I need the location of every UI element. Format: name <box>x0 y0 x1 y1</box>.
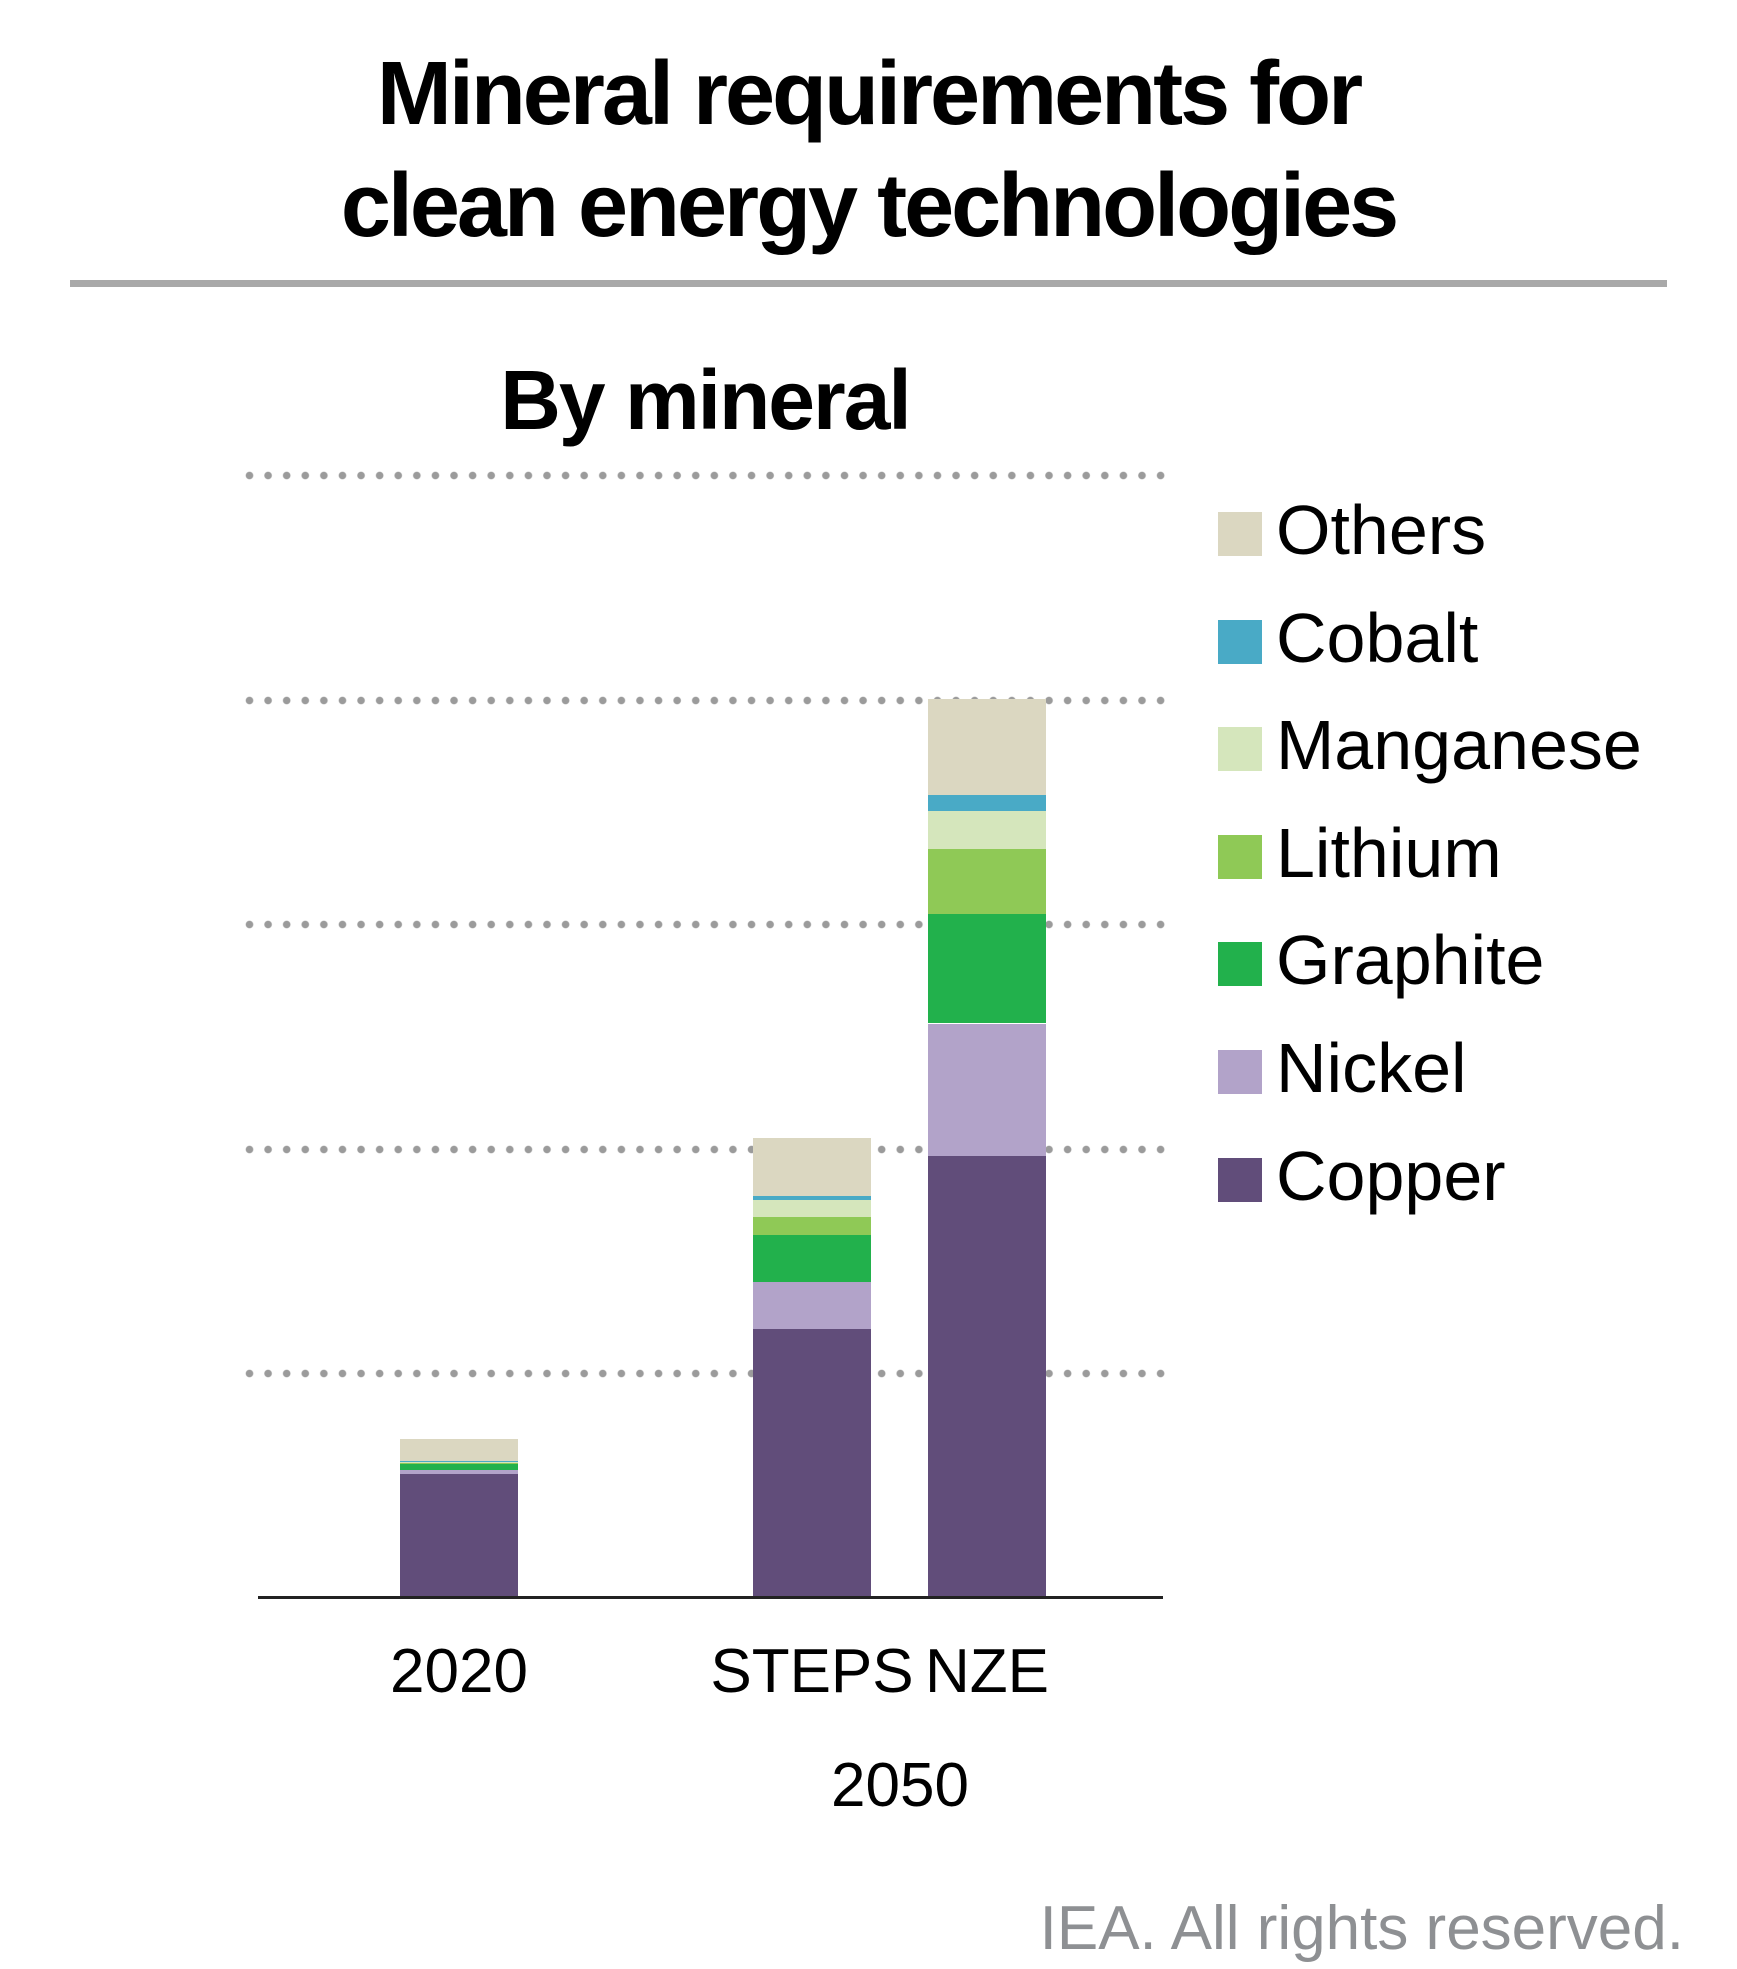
bar-segment-copper <box>400 1473 518 1598</box>
figure-title-line1: Mineral requirements for <box>376 44 1363 144</box>
legend-label: Manganese <box>1276 706 1642 785</box>
legend-label: Nickel <box>1276 1029 1467 1107</box>
legend-label: Cobalt <box>1276 598 1479 677</box>
legend-swatch-nickel <box>1218 1050 1262 1094</box>
gridline <box>245 471 1165 480</box>
x-axis-group-label-2050: 2050 <box>831 1751 969 1820</box>
legend-item-nickel: Nickel <box>1218 1033 1467 1158</box>
figure-title-line2: clean energy technologies <box>340 156 1399 256</box>
x-axis-line <box>258 1596 1163 1599</box>
bar-segment-others <box>928 698 1046 795</box>
x-axis-label-steps: STEPS <box>710 1637 914 1706</box>
bar-segment-others <box>753 1138 871 1196</box>
bar-segment-lithium <box>928 849 1046 915</box>
x-axis-label-2020: 2020 <box>390 1637 528 1706</box>
bar-segment-cobalt <box>928 794 1046 811</box>
legend-swatch-manganese <box>1218 727 1262 772</box>
bar-segment-nickel <box>928 1023 1046 1156</box>
legend-item-others: Others <box>1218 495 1486 620</box>
gridline <box>245 920 1165 929</box>
x-axis-label-nze: NZE <box>925 1637 1049 1706</box>
gridline <box>245 1369 1165 1378</box>
bar-segment-graphite <box>928 914 1046 1024</box>
bar-segment-cobalt <box>753 1195 871 1200</box>
figure-title: Mineral requirements for clean energy te… <box>0 38 1737 262</box>
legend-swatch-cobalt <box>1218 619 1262 664</box>
bar-segment-manganese <box>753 1199 871 1217</box>
legend-label: Lithium <box>1276 813 1502 892</box>
title-divider <box>70 280 1667 287</box>
bar-segment-lithium <box>753 1216 871 1236</box>
bar-segment-others <box>400 1439 518 1461</box>
bar-segment-copper <box>928 1155 1046 1598</box>
copyright-credit: IEA. All rights reserved. <box>1039 1894 1684 1963</box>
legend-label: Copper <box>1276 1136 1506 1215</box>
legend-item-cobalt: Cobalt <box>1218 603 1478 728</box>
legend-label: Others <box>1276 491 1487 569</box>
legend-swatch-copper <box>1218 1157 1262 1202</box>
bar-segment-graphite <box>753 1235 871 1283</box>
legend-item-lithium: Lithium <box>1218 818 1502 943</box>
bar-segment-nickel <box>753 1282 871 1330</box>
chart-subtitle: By mineral <box>500 353 912 447</box>
legend-label: Graphite <box>1276 921 1545 1000</box>
legend-item-graphite: Graphite <box>1218 925 1544 1050</box>
legend-swatch-others <box>1218 512 1262 556</box>
bar-segment-copper <box>753 1329 871 1598</box>
gridline <box>245 695 1165 705</box>
gridline <box>245 1144 1165 1154</box>
bar-segment-manganese <box>400 1461 518 1464</box>
bar-segment-manganese <box>928 810 1046 850</box>
legend-swatch-graphite <box>1218 942 1262 987</box>
bar-segment-graphite <box>400 1463 518 1471</box>
legend-item-manganese: Manganese <box>1218 710 1642 835</box>
legend-swatch-lithium <box>1218 834 1262 879</box>
bar-segment-nickel <box>400 1470 518 1474</box>
legend-item-copper: Copper <box>1218 1141 1506 1266</box>
